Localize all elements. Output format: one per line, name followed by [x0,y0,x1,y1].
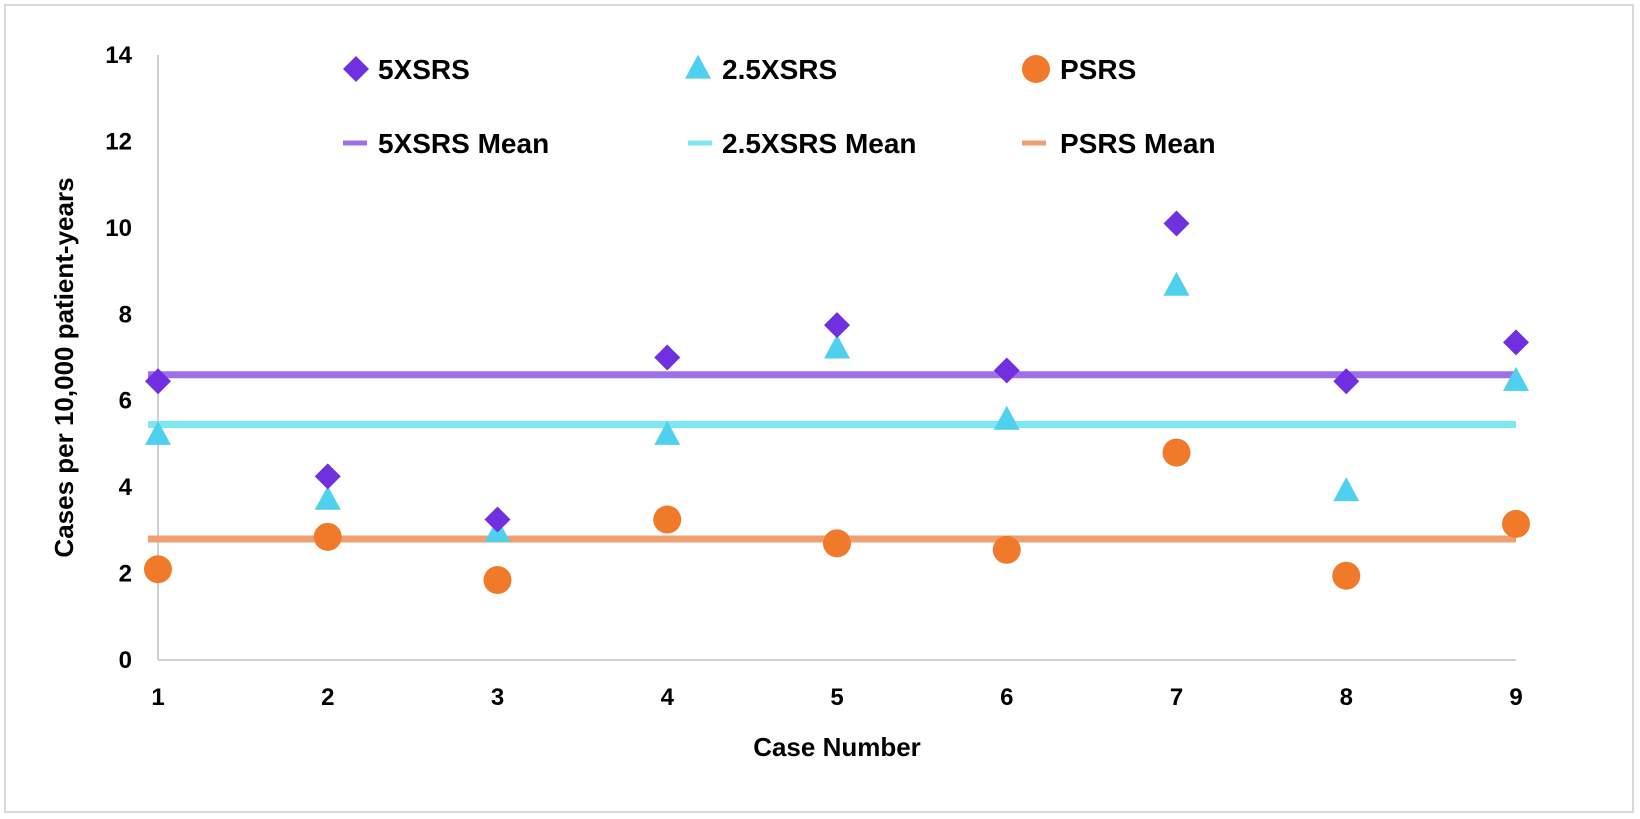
point-5xsrs [1163,210,1190,237]
y-axis-title: Cases per 10,000 patient-years [49,177,79,557]
point-psrs [313,522,342,551]
x-tick-label: 1 [151,684,164,711]
point-5xsrs [654,344,681,371]
y-tick-label: 2 [119,561,132,588]
y-tick-label: 14 [105,42,132,69]
point-2-5xsrs [993,405,1020,430]
x-tick-label: 4 [661,684,675,711]
legend-label: 2.5XSRS Mean [722,128,917,159]
point-2-5xsrs [314,485,341,510]
point-5xsrs [484,506,511,533]
legend-label: 2.5XSRS [722,54,837,85]
point-2-5xsrs [1503,366,1529,391]
legend-label: 5XSRS [378,54,470,85]
point-psrs [1502,509,1530,538]
y-tick-label: 6 [119,388,132,415]
legend-label: PSRS [1060,54,1136,85]
legend-marker-5xsrs [343,56,369,82]
x-tick-label: 7 [1170,684,1183,711]
chart-frame [4,4,1634,813]
legend-label: 5XSRS Mean [378,128,549,159]
point-5xsrs [1333,368,1360,395]
point-5xsrs [314,463,341,490]
y-tick-label: 12 [105,128,132,155]
point-5xsrs [145,368,171,395]
y-tick-label: 4 [119,474,133,501]
x-axis-title: Case Number [753,732,921,762]
y-tick-label: 10 [105,215,132,242]
legend-marker-2-5xsrs [685,54,711,79]
legend-marker-psrs [1022,55,1050,83]
x-tick-label: 9 [1509,684,1522,711]
point-5xsrs [1503,329,1529,356]
x-tick-label: 8 [1340,684,1353,711]
y-tick-label: 8 [119,301,132,328]
point-psrs [483,566,512,595]
point-psrs [823,529,851,558]
point-psrs [992,535,1021,564]
x-tick-label: 2 [321,684,334,711]
point-2-5xsrs [1333,477,1360,502]
point-2-5xsrs [145,420,171,445]
point-psrs [144,555,172,584]
point-2-5xsrs [1163,271,1190,296]
point-psrs [1332,561,1361,590]
x-tick-label: 3 [491,684,504,711]
point-psrs [1162,438,1191,467]
point-2-5xsrs [654,420,681,445]
legend-label: PSRS Mean [1060,128,1216,159]
point-psrs [653,505,682,534]
x-tick-label: 6 [1000,684,1013,711]
point-5xsrs [824,312,850,339]
x-tick-label: 5 [830,684,843,711]
point-5xsrs [993,357,1020,384]
point-2-5xsrs [824,334,850,359]
y-tick-label: 0 [119,647,132,674]
